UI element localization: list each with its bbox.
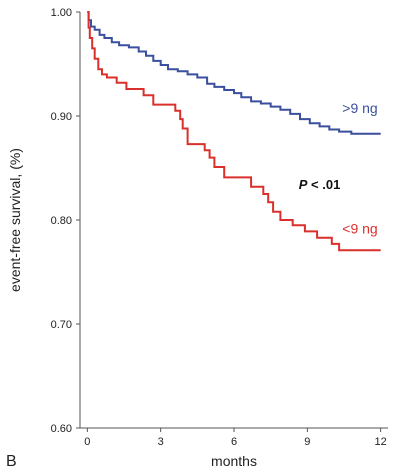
y-tick-label: 0.80 (51, 215, 72, 227)
x-tick-label: 9 (304, 436, 310, 448)
p-value-annotation: P < .01 (299, 177, 341, 192)
y-tick-label: 0.60 (51, 423, 72, 435)
y-tick-label: 1.00 (51, 7, 72, 19)
x-axis-label: months (211, 453, 257, 469)
p-value-text: < .01 (307, 177, 340, 192)
x-tick-label: 3 (158, 436, 164, 448)
x-tick-label: 12 (375, 436, 387, 448)
y-axis-label: event-free survival, (%) (7, 148, 23, 292)
panel-label: B (6, 453, 17, 470)
y-ticks: 0.60 0.70 0.80 0.90 1.00 (51, 7, 80, 435)
x-tick-label: 6 (231, 436, 237, 448)
y-tick-label: 0.90 (51, 111, 72, 123)
p-value-italic: P (299, 177, 308, 192)
x-ticks: 0 3 6 9 12 (84, 428, 387, 448)
series-layer (87, 11, 381, 252)
x-tick-label: 0 (84, 436, 90, 448)
series-labels: >9 ng <9 ng (342, 100, 377, 237)
y-tick-label: 0.70 (51, 319, 72, 331)
series-label-1: >9 ng (342, 100, 377, 116)
survival-curve-1 (87, 11, 381, 135)
survival-curve-2 (87, 11, 381, 252)
series-label-2: <9 ng (342, 221, 377, 237)
